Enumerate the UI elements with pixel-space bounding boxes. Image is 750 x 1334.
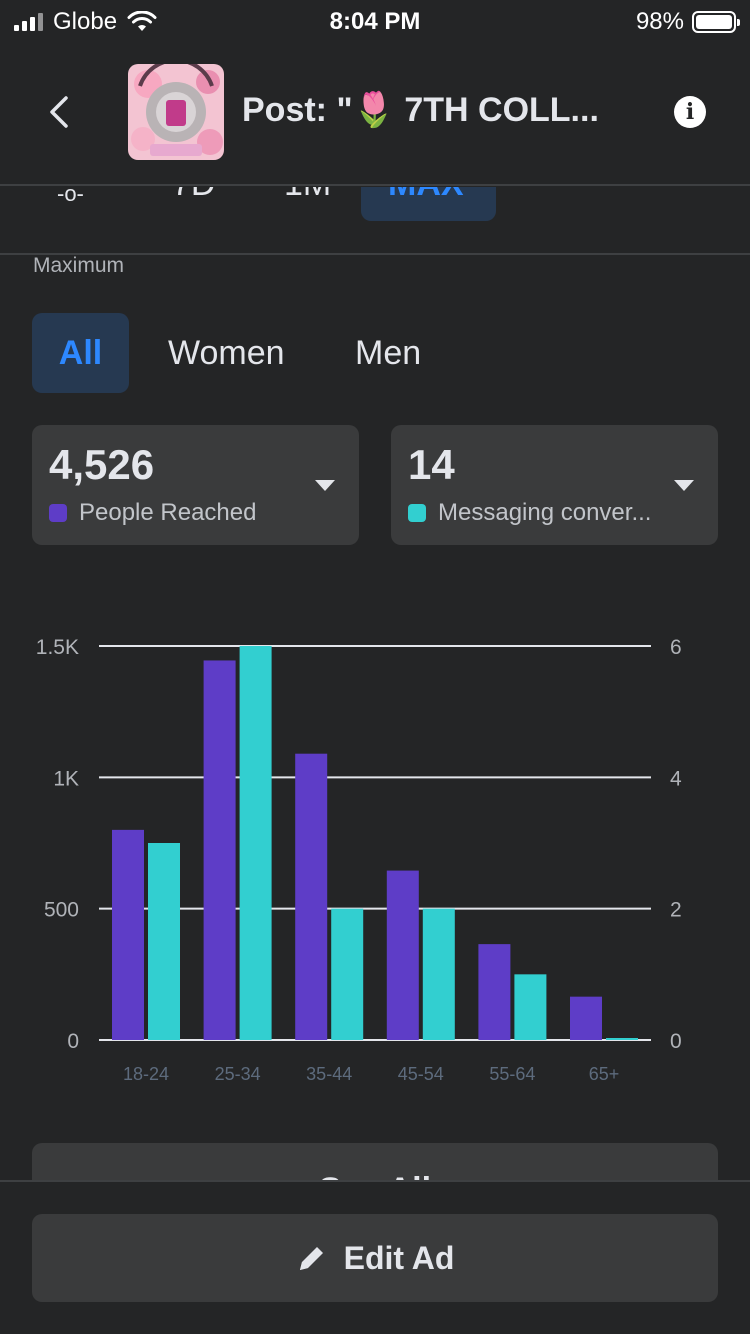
- status-bar: Globe 8:04 PM 98%: [0, 0, 750, 44]
- cellular-signal-icon: [14, 13, 43, 31]
- range-tab-max-bg[interactable]: [361, 187, 496, 221]
- x-tick-label: 35-44: [306, 1064, 352, 1084]
- header: Post: "🌷 7TH COLL... i: [0, 50, 750, 175]
- y-left-tick-label: 1.5K: [36, 636, 79, 659]
- y-left-tick-label: 500: [44, 899, 79, 922]
- edit-ad-button[interactable]: Edit Ad: [32, 1214, 718, 1302]
- y-left-tick-label: 1K: [53, 767, 79, 790]
- x-tick-label: 45-54: [398, 1064, 444, 1084]
- bar: [331, 908, 364, 1040]
- bar: [514, 974, 547, 1040]
- x-tick-label: 55-64: [489, 1064, 535, 1084]
- back-chevron-icon[interactable]: [44, 92, 74, 132]
- bar: [386, 870, 419, 1040]
- post-thumbnail[interactable]: [128, 64, 224, 160]
- pencil-icon: [299, 1247, 323, 1270]
- segment-women[interactable]: Women: [168, 333, 285, 372]
- x-tick-label: 25-34: [215, 1064, 261, 1084]
- battery-icon: [692, 11, 740, 33]
- metric-value: 4,526: [49, 441, 155, 488]
- y-right-tick-label: 4: [670, 767, 682, 790]
- battery-percent: 98%: [635, 8, 684, 35]
- info-icon[interactable]: i: [674, 96, 706, 128]
- range-tab-1m[interactable]: 1M: [284, 187, 331, 204]
- bar: [295, 753, 328, 1040]
- bar: [478, 944, 511, 1040]
- metric-label: People Reached: [79, 499, 257, 526]
- bar: [570, 996, 602, 1040]
- bar: [203, 660, 236, 1040]
- metric-card-people-reached[interactable]: 4,526 People Reached: [32, 425, 359, 545]
- wifi-icon: [127, 11, 157, 31]
- x-tick-label: 18-24: [123, 1064, 169, 1084]
- y-right-tick-label: 2: [670, 899, 682, 922]
- tabs-divider: [0, 253, 750, 255]
- bar: [112, 829, 144, 1040]
- bar: [422, 908, 455, 1040]
- segment-men[interactable]: Men: [355, 333, 422, 372]
- legend-swatch: [408, 504, 426, 522]
- range-tab-max[interactable]: MAX: [388, 187, 464, 204]
- clock: 8:04 PM: [329, 8, 421, 35]
- metric-card-messaging[interactable]: 14 Messaging conver...: [391, 425, 718, 545]
- carrier-name: Globe: [53, 8, 118, 35]
- y-right-tick-label: 6: [670, 636, 682, 659]
- bar: [606, 1038, 638, 1040]
- post-title: Post: "🌷 7TH COLL...: [242, 91, 599, 129]
- date-range-tabs: -o- 7D 1M MAX: [0, 187, 750, 253]
- header-divider: [0, 184, 750, 186]
- dropdown-caret-icon[interactable]: [315, 480, 335, 491]
- bar: [239, 646, 272, 1040]
- metric-label: Messaging conver...: [438, 499, 652, 526]
- segment-all[interactable]: All: [32, 313, 129, 393]
- y-right-tick-label: 0: [670, 1030, 682, 1053]
- x-tick-label: 65+: [589, 1064, 620, 1084]
- age-breakdown-chart: 1.5K 6 1K 4 500 2 0 0 18-24 25-34 35-44 45-54 55-64 6…: [36, 636, 682, 1084]
- range-tab-7d[interactable]: 7D: [172, 187, 215, 204]
- bar: [148, 843, 180, 1040]
- range-caption: Maximum: [33, 254, 125, 277]
- range-tab-custom[interactable]: -o-: [57, 187, 84, 206]
- dropdown-caret-icon[interactable]: [674, 480, 694, 491]
- legend-swatch: [49, 504, 67, 522]
- edit-ad-label: Edit Ad: [343, 1239, 455, 1276]
- y-left-tick-label: 0: [67, 1030, 79, 1053]
- metric-value: 14: [408, 441, 455, 488]
